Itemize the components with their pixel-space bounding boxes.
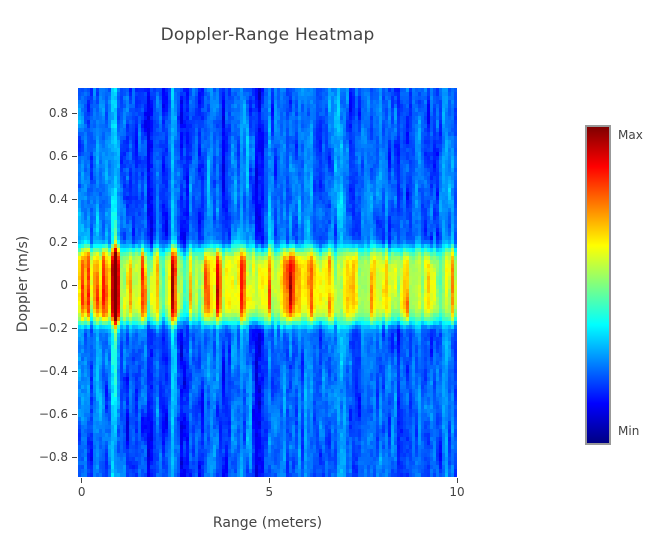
colorbar-max-label: Max	[618, 128, 643, 142]
y-tick-label: −0.2	[38, 320, 68, 335]
y-tick-mark	[72, 242, 77, 244]
x-tick-label: 10	[449, 485, 465, 499]
y-tick-label: −0.8	[38, 449, 68, 464]
y-tick-mark	[72, 457, 77, 459]
x-tick-mark	[81, 478, 83, 483]
y-tick-label: 0.8	[48, 105, 68, 120]
y-tick-mark	[72, 414, 77, 416]
x-tick-mark	[456, 478, 458, 483]
x-tick-label: 5	[265, 485, 274, 499]
y-tick-mark	[72, 199, 77, 201]
y-tick-mark	[72, 371, 77, 373]
chart-title: Doppler-Range Heatmap	[160, 25, 375, 45]
x-tick-label: 0	[77, 485, 86, 499]
y-tick-label: 0.4	[48, 191, 68, 206]
colorbar-gradient	[585, 125, 611, 445]
x-tick-mark	[268, 478, 270, 483]
colorbar-min-label: Min	[618, 424, 640, 438]
y-tick-label: 0.2	[48, 234, 68, 249]
y-tick-label: 0.6	[48, 148, 68, 163]
y-tick-mark	[72, 113, 77, 115]
y-tick-mark	[72, 328, 77, 330]
x-axis-label: Range (meters)	[212, 515, 323, 531]
heatmap-plot-area[interactable]	[78, 88, 457, 477]
y-tick-label: −0.4	[38, 363, 68, 378]
y-tick-label: 0	[60, 277, 68, 292]
y-tick-label: −0.6	[38, 406, 68, 421]
y-tick-mark	[72, 285, 77, 287]
y-tick-mark	[72, 156, 77, 158]
